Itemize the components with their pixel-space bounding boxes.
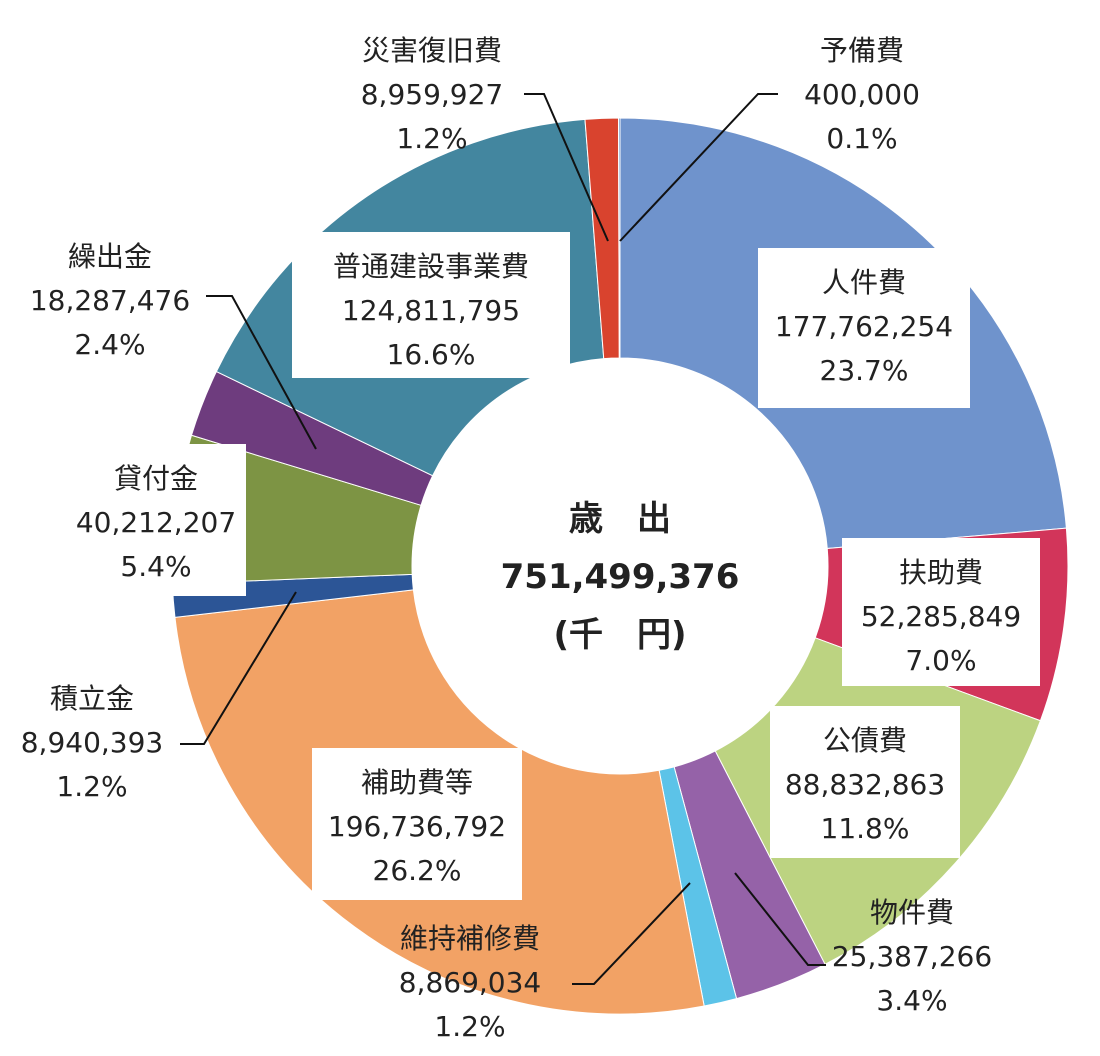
label-box-補助費等 <box>312 748 522 900</box>
slice-value-label: 196,736,792 <box>328 810 506 843</box>
center-title: 歳 出 <box>569 499 671 539</box>
slice-value-label: 18,287,476 <box>30 284 190 317</box>
slice-percent-label: 2.4% <box>74 328 145 361</box>
slice-name-label: 人件費 <box>822 266 906 299</box>
leader-line-維持補修費 <box>572 882 691 985</box>
leader-line-物件費 <box>734 872 826 966</box>
label-box-貸付金 <box>66 444 246 596</box>
slice-name-label: 補助費等 <box>361 766 473 799</box>
slice-value-label: 124,811,795 <box>342 294 520 327</box>
slice-percent-label: 16.6% <box>387 338 476 371</box>
slice-name-label: 扶助費 <box>899 556 983 589</box>
label-box-扶助費 <box>842 538 1040 686</box>
slice-name-label: 予備費 <box>820 34 904 67</box>
leader-line-繰出金 <box>206 295 317 450</box>
slice-percent-label: 26.2% <box>373 854 462 887</box>
leader-line-災害復旧費 <box>524 93 609 242</box>
slice-percent-label: 11.8% <box>821 812 910 845</box>
slice-value-label: 25,387,266 <box>832 940 992 973</box>
slice-percent-label: 7.0% <box>905 644 976 677</box>
slice-percent-label: 1.2% <box>396 122 467 155</box>
label-box-公債費 <box>770 706 960 858</box>
slice-name-label: 公債費 <box>823 724 907 757</box>
slice-name-label: 災害復旧費 <box>362 34 502 67</box>
slice-percent-label: 3.4% <box>876 984 947 1017</box>
slice-labels-group: 人件費 177,762,254 23.7% 扶助費 52,285,849 7.0% 公債費 8… <box>21 34 1040 1043</box>
label-box-普通建設事業費 <box>292 232 570 378</box>
leader-line-予備費 <box>619 93 778 242</box>
slice-value-label: 8,869,034 <box>399 966 542 999</box>
slice-percent-label: 1.2% <box>434 1010 505 1043</box>
center-label: 歳 出 751,499,376 (千 円) <box>501 499 740 655</box>
slice-value-label: 52,285,849 <box>861 600 1021 633</box>
slice-name-label: 普通建設事業費 <box>333 250 529 283</box>
slice-name-label: 繰出金 <box>68 240 152 273</box>
label-box-人件費 <box>758 248 970 408</box>
slice-percent-label: 0.1% <box>826 122 897 155</box>
leader-line-積立金 <box>180 591 297 745</box>
slice-name-label: 物件費 <box>870 896 954 929</box>
slice-value-label: 88,832,863 <box>785 768 945 801</box>
slice-予備費 <box>618 117 621 359</box>
slice-value-label: 8,959,927 <box>361 78 504 111</box>
donut-hole <box>412 358 828 774</box>
slice-percent-label: 5.4% <box>120 550 191 583</box>
slice-percent-label: 23.7% <box>820 354 909 387</box>
slice-value-label: 8,940,393 <box>21 726 164 759</box>
slice-value-label: 40,212,207 <box>76 506 236 539</box>
leader-lines-group <box>180 93 826 985</box>
center-unit: (千 円) <box>553 615 686 655</box>
slice-name-label: 貸付金 <box>114 462 198 495</box>
slice-percent-label: 1.2% <box>56 770 127 803</box>
slice-name-label: 維持補修費 <box>400 922 540 955</box>
center-total: 751,499,376 <box>501 557 740 597</box>
slice-value-label: 177,762,254 <box>775 310 953 343</box>
slice-value-label: 400,000 <box>804 78 920 111</box>
slice-name-label: 積立金 <box>50 682 134 715</box>
